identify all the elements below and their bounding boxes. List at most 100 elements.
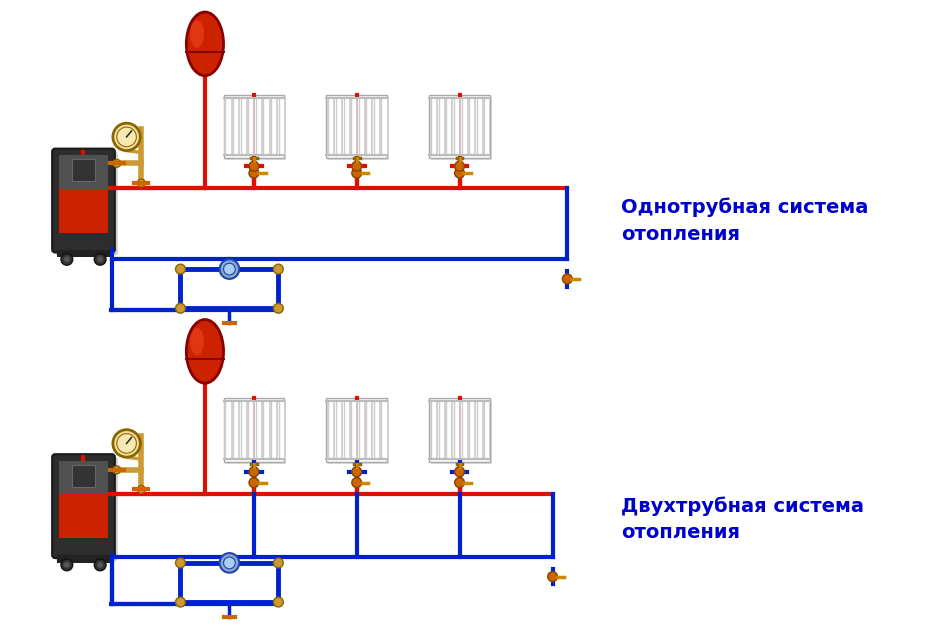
- Bar: [225, 401, 286, 464]
- Bar: [334, 401, 341, 459]
- Ellipse shape: [186, 12, 223, 76]
- Circle shape: [117, 127, 136, 146]
- Ellipse shape: [191, 21, 204, 48]
- Bar: [437, 98, 444, 155]
- Bar: [232, 98, 238, 155]
- Bar: [270, 98, 276, 155]
- Bar: [57, 555, 110, 563]
- Bar: [326, 399, 387, 462]
- Bar: [277, 98, 284, 155]
- Bar: [59, 189, 108, 233]
- Circle shape: [249, 161, 259, 171]
- Ellipse shape: [191, 328, 204, 355]
- Bar: [445, 98, 451, 155]
- Bar: [430, 401, 436, 459]
- Circle shape: [113, 123, 140, 151]
- Bar: [437, 401, 444, 459]
- Circle shape: [137, 485, 145, 493]
- Circle shape: [113, 429, 140, 457]
- Bar: [223, 95, 284, 159]
- Circle shape: [249, 467, 259, 477]
- Bar: [430, 98, 436, 155]
- Circle shape: [352, 478, 361, 487]
- Circle shape: [176, 558, 185, 568]
- Circle shape: [455, 161, 464, 171]
- Bar: [224, 98, 231, 155]
- Circle shape: [455, 478, 464, 487]
- Bar: [432, 401, 492, 464]
- Circle shape: [94, 559, 106, 571]
- Bar: [239, 401, 246, 459]
- Bar: [349, 401, 356, 459]
- Circle shape: [249, 168, 259, 178]
- Bar: [460, 401, 467, 459]
- Bar: [349, 98, 356, 155]
- Circle shape: [64, 256, 70, 262]
- Bar: [327, 401, 333, 459]
- Bar: [460, 98, 467, 155]
- Circle shape: [249, 478, 259, 487]
- Circle shape: [352, 168, 361, 178]
- Bar: [59, 155, 108, 190]
- Circle shape: [274, 265, 283, 274]
- Bar: [224, 401, 231, 459]
- Circle shape: [94, 254, 106, 265]
- Circle shape: [223, 263, 235, 275]
- Circle shape: [223, 557, 235, 569]
- Circle shape: [455, 467, 464, 477]
- Bar: [430, 95, 490, 159]
- Bar: [270, 401, 276, 459]
- Circle shape: [352, 161, 361, 171]
- FancyBboxPatch shape: [55, 152, 118, 256]
- Bar: [254, 98, 261, 155]
- Text: Двухтрубная система
отопления: Двухтрубная система отопления: [621, 496, 864, 542]
- Bar: [357, 98, 364, 155]
- FancyBboxPatch shape: [55, 457, 118, 561]
- Bar: [342, 401, 348, 459]
- Bar: [483, 401, 489, 459]
- Bar: [262, 401, 269, 459]
- Circle shape: [547, 572, 558, 582]
- Bar: [223, 399, 284, 462]
- Circle shape: [455, 168, 464, 178]
- Circle shape: [562, 274, 573, 284]
- Bar: [380, 401, 387, 459]
- Bar: [430, 399, 490, 462]
- Circle shape: [274, 558, 283, 568]
- Bar: [475, 98, 482, 155]
- Circle shape: [61, 559, 73, 571]
- Bar: [57, 250, 110, 257]
- Bar: [334, 98, 341, 155]
- Circle shape: [176, 597, 185, 607]
- FancyBboxPatch shape: [52, 149, 115, 252]
- Bar: [445, 401, 451, 459]
- Circle shape: [97, 562, 103, 568]
- Bar: [254, 401, 261, 459]
- Bar: [239, 98, 246, 155]
- FancyBboxPatch shape: [52, 454, 115, 558]
- Bar: [380, 98, 387, 155]
- Bar: [327, 98, 333, 155]
- Circle shape: [64, 562, 70, 568]
- Bar: [329, 97, 389, 160]
- Bar: [357, 401, 364, 459]
- Bar: [373, 401, 379, 459]
- Bar: [468, 401, 474, 459]
- Circle shape: [117, 433, 136, 453]
- Bar: [277, 401, 284, 459]
- Bar: [342, 98, 348, 155]
- Circle shape: [219, 553, 239, 573]
- Bar: [225, 97, 286, 160]
- Bar: [326, 95, 387, 159]
- Bar: [247, 98, 253, 155]
- Bar: [432, 97, 492, 160]
- Circle shape: [97, 256, 103, 262]
- Bar: [452, 401, 460, 459]
- Bar: [262, 98, 269, 155]
- Circle shape: [176, 304, 185, 313]
- Bar: [247, 401, 253, 459]
- Bar: [475, 401, 482, 459]
- Bar: [329, 401, 389, 464]
- Circle shape: [113, 159, 120, 168]
- Bar: [452, 98, 460, 155]
